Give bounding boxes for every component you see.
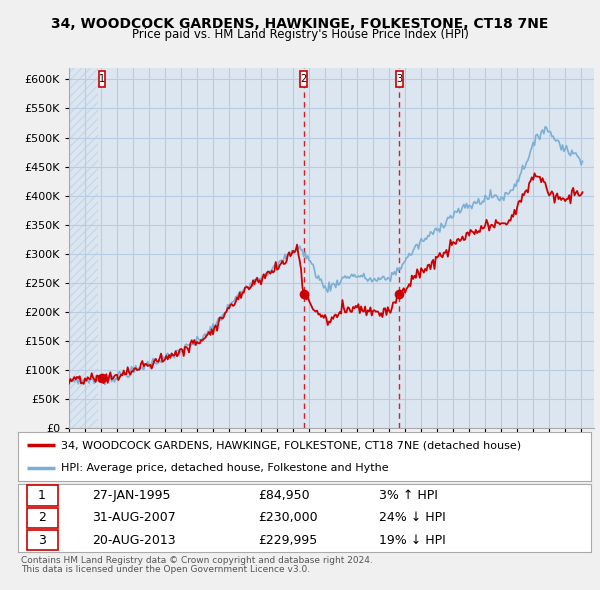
Bar [69, 68, 98, 428]
Text: 31-AUG-2007: 31-AUG-2007 [92, 511, 176, 525]
Text: 2: 2 [38, 511, 46, 525]
Text: £230,000: £230,000 [259, 511, 318, 525]
Text: 20-AUG-2013: 20-AUG-2013 [92, 533, 176, 546]
Text: 3% ↑ HPI: 3% ↑ HPI [379, 489, 438, 502]
Text: Contains HM Land Registry data © Crown copyright and database right 2024.: Contains HM Land Registry data © Crown c… [21, 556, 373, 565]
Text: £229,995: £229,995 [259, 533, 318, 546]
Text: 1: 1 [38, 489, 46, 502]
Text: This data is licensed under the Open Government Licence v3.0.: This data is licensed under the Open Gov… [21, 565, 310, 574]
Text: Price paid vs. HM Land Registry's House Price Index (HPI): Price paid vs. HM Land Registry's House … [131, 28, 469, 41]
Text: 3: 3 [38, 533, 46, 546]
Bar [396, 71, 403, 87]
Text: 3: 3 [397, 74, 403, 84]
Text: 2: 2 [301, 74, 307, 84]
Bar [99, 71, 106, 87]
Text: 24% ↓ HPI: 24% ↓ HPI [379, 511, 446, 525]
Bar [26, 530, 58, 550]
Text: 34, WOODCOCK GARDENS, HAWKINGE, FOLKESTONE, CT18 7NE: 34, WOODCOCK GARDENS, HAWKINGE, FOLKESTO… [52, 17, 548, 31]
Text: £84,950: £84,950 [259, 489, 310, 502]
Text: 27-JAN-1995: 27-JAN-1995 [92, 489, 171, 502]
Bar [26, 485, 58, 506]
Bar [26, 507, 58, 528]
Text: 19% ↓ HPI: 19% ↓ HPI [379, 533, 446, 546]
Text: 34, WOODCOCK GARDENS, HAWKINGE, FOLKESTONE, CT18 7NE (detached house): 34, WOODCOCK GARDENS, HAWKINGE, FOLKESTO… [61, 440, 521, 450]
Bar [301, 71, 307, 87]
Text: 1: 1 [99, 74, 105, 84]
Text: HPI: Average price, detached house, Folkestone and Hythe: HPI: Average price, detached house, Folk… [61, 463, 389, 473]
